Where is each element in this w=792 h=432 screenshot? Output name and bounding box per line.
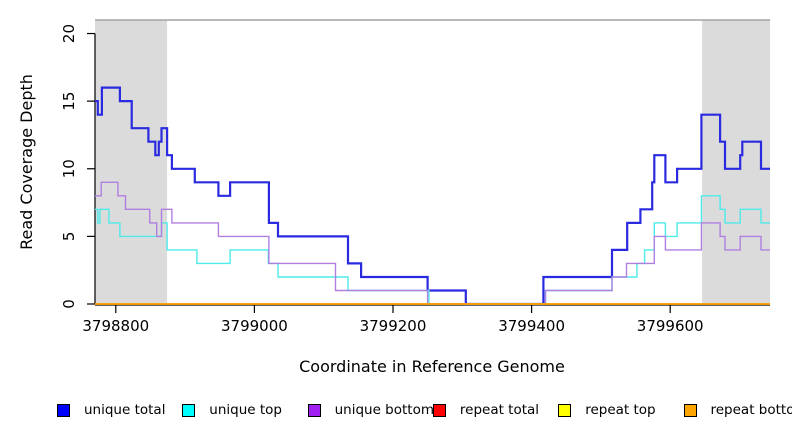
x-tick-label: 3798800 bbox=[82, 317, 149, 335]
legend-swatch-unique-total bbox=[57, 403, 70, 417]
y-tick-label: 0 bbox=[60, 299, 78, 309]
y-tick-label: 15 bbox=[60, 92, 78, 111]
shaded-region bbox=[702, 20, 770, 304]
legend-item-unique-bottom: unique bottom bbox=[307, 401, 435, 419]
x-axis-title: Coordinate in Reference Genome bbox=[299, 357, 565, 376]
y-tick-label: 20 bbox=[60, 24, 78, 43]
legend-swatch-repeat-bottom bbox=[683, 403, 697, 417]
x-tick-label: 3799600 bbox=[637, 317, 704, 335]
legend-label: unique top bbox=[209, 402, 283, 418]
legend-swatch-repeat-top bbox=[558, 403, 572, 417]
legend-item-unique-top: unique top bbox=[182, 401, 282, 419]
legend-item-repeat-bottom: repeat bottom bbox=[683, 401, 792, 419]
series-line-unique-bottom bbox=[95, 181, 770, 305]
x-tick-label: 3799200 bbox=[360, 317, 427, 335]
chart-legend: unique total unique top unique bottom repea… bbox=[0, 401, 792, 425]
legend-item-repeat-top: repeat top bbox=[558, 401, 656, 419]
legend-swatch-unique-bottom bbox=[307, 403, 321, 417]
legend-swatch-unique-top bbox=[182, 403, 196, 417]
x-tick-label: 3799400 bbox=[498, 317, 565, 335]
legend-item-repeat-total: repeat total bbox=[432, 401, 540, 419]
x-tick-label: 3799000 bbox=[221, 317, 288, 335]
legend-label: repeat bottom bbox=[710, 402, 792, 418]
shaded-region bbox=[95, 20, 168, 304]
legend-item-unique-total: unique total bbox=[57, 401, 165, 419]
legend-swatch-repeat-total bbox=[432, 403, 446, 417]
legend-label: repeat total bbox=[459, 402, 540, 418]
y-tick-label: 10 bbox=[60, 159, 78, 178]
legend-label: unique bottom bbox=[334, 402, 435, 418]
y-axis-title: Read Coverage Depth bbox=[17, 74, 36, 250]
series-line-unique-total bbox=[95, 86, 770, 306]
legend-label: unique total bbox=[84, 402, 166, 418]
legend-label: repeat top bbox=[585, 402, 656, 418]
y-tick-label: 5 bbox=[60, 232, 78, 242]
